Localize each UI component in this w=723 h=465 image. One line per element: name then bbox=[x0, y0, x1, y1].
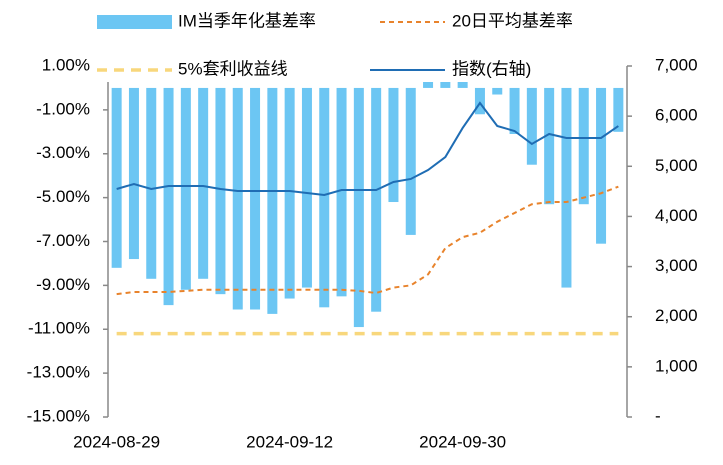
bar bbox=[492, 87, 503, 95]
bar bbox=[111, 87, 122, 268]
bar bbox=[163, 87, 174, 306]
legend-label: 5%套利收益线 bbox=[178, 59, 288, 78]
y2-tick-label: - bbox=[655, 406, 661, 425]
y-tick-label: -11.00% bbox=[28, 319, 90, 338]
bar bbox=[371, 87, 382, 312]
y-tick-label: -7.00% bbox=[36, 231, 90, 250]
bar bbox=[353, 87, 364, 328]
bar bbox=[596, 87, 607, 244]
bar bbox=[128, 87, 139, 260]
bar bbox=[250, 87, 261, 310]
bar bbox=[336, 87, 347, 297]
y2-tick-label: 1,000 bbox=[655, 356, 698, 375]
bar bbox=[267, 87, 278, 314]
bar bbox=[319, 87, 330, 308]
x-tick-label: 2024-09-30 bbox=[419, 432, 506, 451]
bar bbox=[388, 87, 399, 203]
bar bbox=[561, 87, 572, 288]
y2-tick-label: 2,000 bbox=[655, 306, 698, 325]
x-tick-label: 2024-08-29 bbox=[73, 432, 160, 451]
bar bbox=[457, 76, 468, 88]
bar bbox=[578, 87, 589, 205]
y-tick-label: 1.00% bbox=[42, 55, 90, 74]
bar bbox=[613, 87, 624, 132]
series-line bbox=[116, 101, 619, 197]
legend-swatch bbox=[97, 15, 172, 29]
y2-tick-label: 7,000 bbox=[655, 55, 698, 74]
y-tick-label: -3.00% bbox=[36, 143, 90, 162]
y-tick-label: -9.00% bbox=[36, 275, 90, 294]
legend-label: 指数(右轴) bbox=[452, 59, 531, 78]
bar bbox=[232, 87, 243, 310]
bar bbox=[215, 87, 226, 295]
y2-tick-label: 6,000 bbox=[655, 106, 698, 125]
legend-label: IM当季年化基差率 bbox=[178, 11, 316, 30]
y-tick-label: -5.00% bbox=[36, 187, 90, 206]
x-tick-label: 2024-09-12 bbox=[246, 432, 333, 451]
series-line bbox=[116, 185, 619, 296]
y-tick-label: -15.00% bbox=[27, 406, 90, 425]
bars bbox=[111, 66, 624, 328]
bar bbox=[146, 87, 157, 279]
bar bbox=[509, 87, 520, 135]
bar bbox=[474, 87, 485, 115]
bar bbox=[198, 87, 209, 279]
y2-tick-label: 4,000 bbox=[655, 206, 698, 225]
y2-tick-label: 5,000 bbox=[655, 156, 698, 175]
bar bbox=[301, 87, 312, 288]
y-tick-label: -13.00% bbox=[27, 363, 90, 382]
bar bbox=[180, 87, 191, 290]
legend-label: 20日平均基差率 bbox=[452, 11, 573, 30]
bar bbox=[544, 87, 555, 205]
y-tick-label: -1.00% bbox=[36, 99, 90, 118]
bar bbox=[284, 87, 295, 299]
bar bbox=[405, 87, 416, 235]
bar bbox=[526, 87, 537, 165]
y2-tick-label: 3,000 bbox=[655, 256, 698, 275]
